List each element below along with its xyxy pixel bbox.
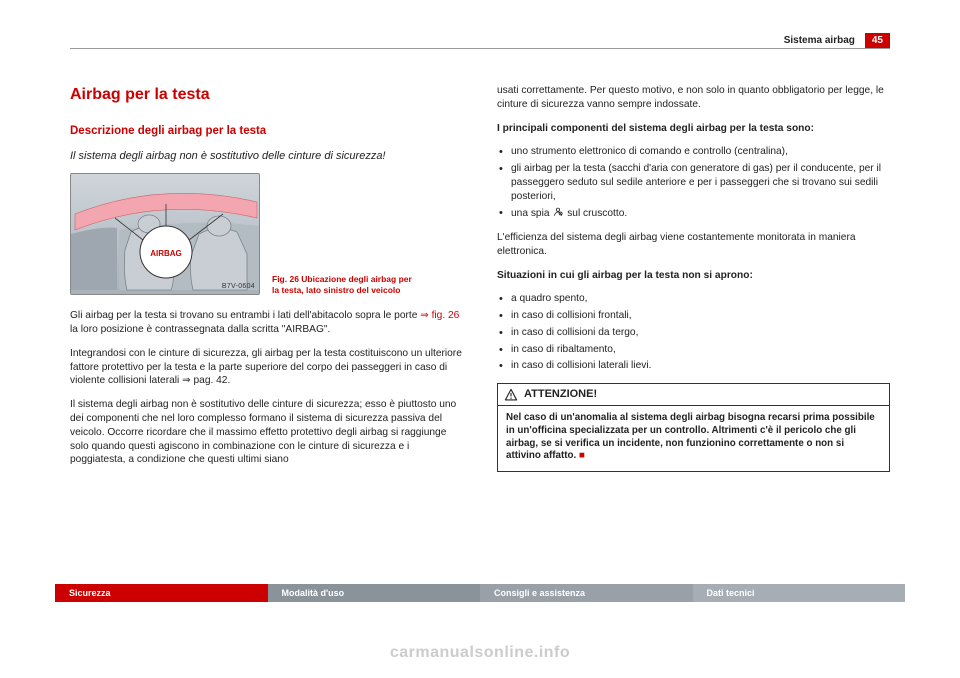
warning-box: ATTENZIONE! Nel caso di un'anomalia al s… [497, 383, 890, 472]
footer-tab-sicurezza: Sicurezza [55, 584, 268, 602]
svg-text:AIRBAG: AIRBAG [150, 249, 182, 258]
text: la loro posizione è contrassegnata dalla… [70, 324, 330, 335]
figure-row: AIRBAG B7V-0604 Fig. 26 Ubicazione degli… [70, 173, 463, 295]
heading-1: Airbag per la testa [70, 84, 463, 106]
situations-list: a quadro spento, in caso di collisioni f… [497, 292, 890, 373]
figure-ref: B7V-0604 [222, 282, 255, 291]
airbag-illustration: AIRBAG [71, 174, 260, 295]
warning-body: Nel caso di un'anomalia al sistema degli… [498, 406, 889, 471]
list-item: una spia sul cruscotto. [497, 206, 890, 221]
text: gli airbag per la testa (sacchi d'aria c… [511, 163, 881, 202]
list-item: in caso di collisioni da tergo, [497, 326, 890, 340]
warning-triangle-icon [504, 388, 518, 402]
paragraph: usati correttamente. Per questo motivo, … [497, 84, 890, 112]
list-item: gli airbag per la testa (sacchi d'aria c… [497, 162, 890, 203]
header-section: Sistema airbag [784, 35, 855, 46]
content-columns: Airbag per la testa Descrizione degli ai… [70, 84, 890, 477]
warning-header: ATTENZIONE! [498, 384, 889, 406]
paragraph: Il sistema degli airbag non è sostitutiv… [70, 398, 463, 467]
warning-title: ATTENZIONE! [524, 387, 597, 402]
watermark: carmanualsonline.info [0, 644, 960, 662]
paragraph: Integrandosi con le cinture di sicurezza… [70, 347, 463, 388]
figure-caption: Fig. 26 Ubicazione degli airbag per la t… [272, 274, 412, 295]
page-number: 45 [865, 33, 890, 48]
figure-link: ⇒ fig. 26 [420, 310, 459, 321]
list-item: in caso di collisioni frontali, [497, 309, 890, 323]
page-header: Sistema airbag 45 [784, 32, 890, 48]
components-title: I principali componenti del sistema degl… [497, 122, 890, 136]
header-rule [70, 48, 890, 49]
footer-tab-uso: Modalità d'uso [268, 584, 481, 602]
footer-tabs: Sicurezza Modalità d'uso Consigli e assi… [55, 584, 905, 602]
footer-tab-dati: Dati tecnici [693, 584, 906, 602]
text: uno strumento elettronico di comando e c… [511, 146, 788, 157]
text: Gli airbag per la testa si trovano su en… [70, 310, 420, 321]
footer-tab-consigli: Consigli e assistenza [480, 584, 693, 602]
right-column: usati correttamente. Per questo motivo, … [497, 84, 890, 477]
left-column: Airbag per la testa Descrizione degli ai… [70, 84, 463, 477]
text: Nel caso di un'anomalia al sistema degli… [506, 412, 875, 461]
page: Sistema airbag 45 Airbag per la testa De… [0, 0, 960, 678]
components-list: uno strumento elettronico di comando e c… [497, 145, 890, 221]
paragraph: Gli airbag per la testa si trovano su en… [70, 309, 463, 337]
list-item: a quadro spento, [497, 292, 890, 306]
heading-2: Descrizione degli airbag per la testa [70, 124, 463, 140]
end-mark: ■ [579, 450, 585, 461]
paragraph: L'efficienza del sistema degli airbag vi… [497, 231, 890, 259]
situations-title: Situazioni in cui gli airbag per la test… [497, 269, 890, 283]
lead-paragraph: Il sistema degli airbag non è sostitutiv… [70, 149, 463, 163]
figure-image: AIRBAG B7V-0604 [70, 173, 260, 295]
list-item: in caso di collisioni laterali lievi. [497, 359, 890, 373]
list-item: uno strumento elettronico di comando e c… [497, 145, 890, 159]
list-item: in caso di ribaltamento, [497, 343, 890, 357]
text: sul cruscotto. [567, 208, 627, 219]
text: una spia [511, 208, 552, 219]
airbag-warning-icon [552, 206, 564, 218]
